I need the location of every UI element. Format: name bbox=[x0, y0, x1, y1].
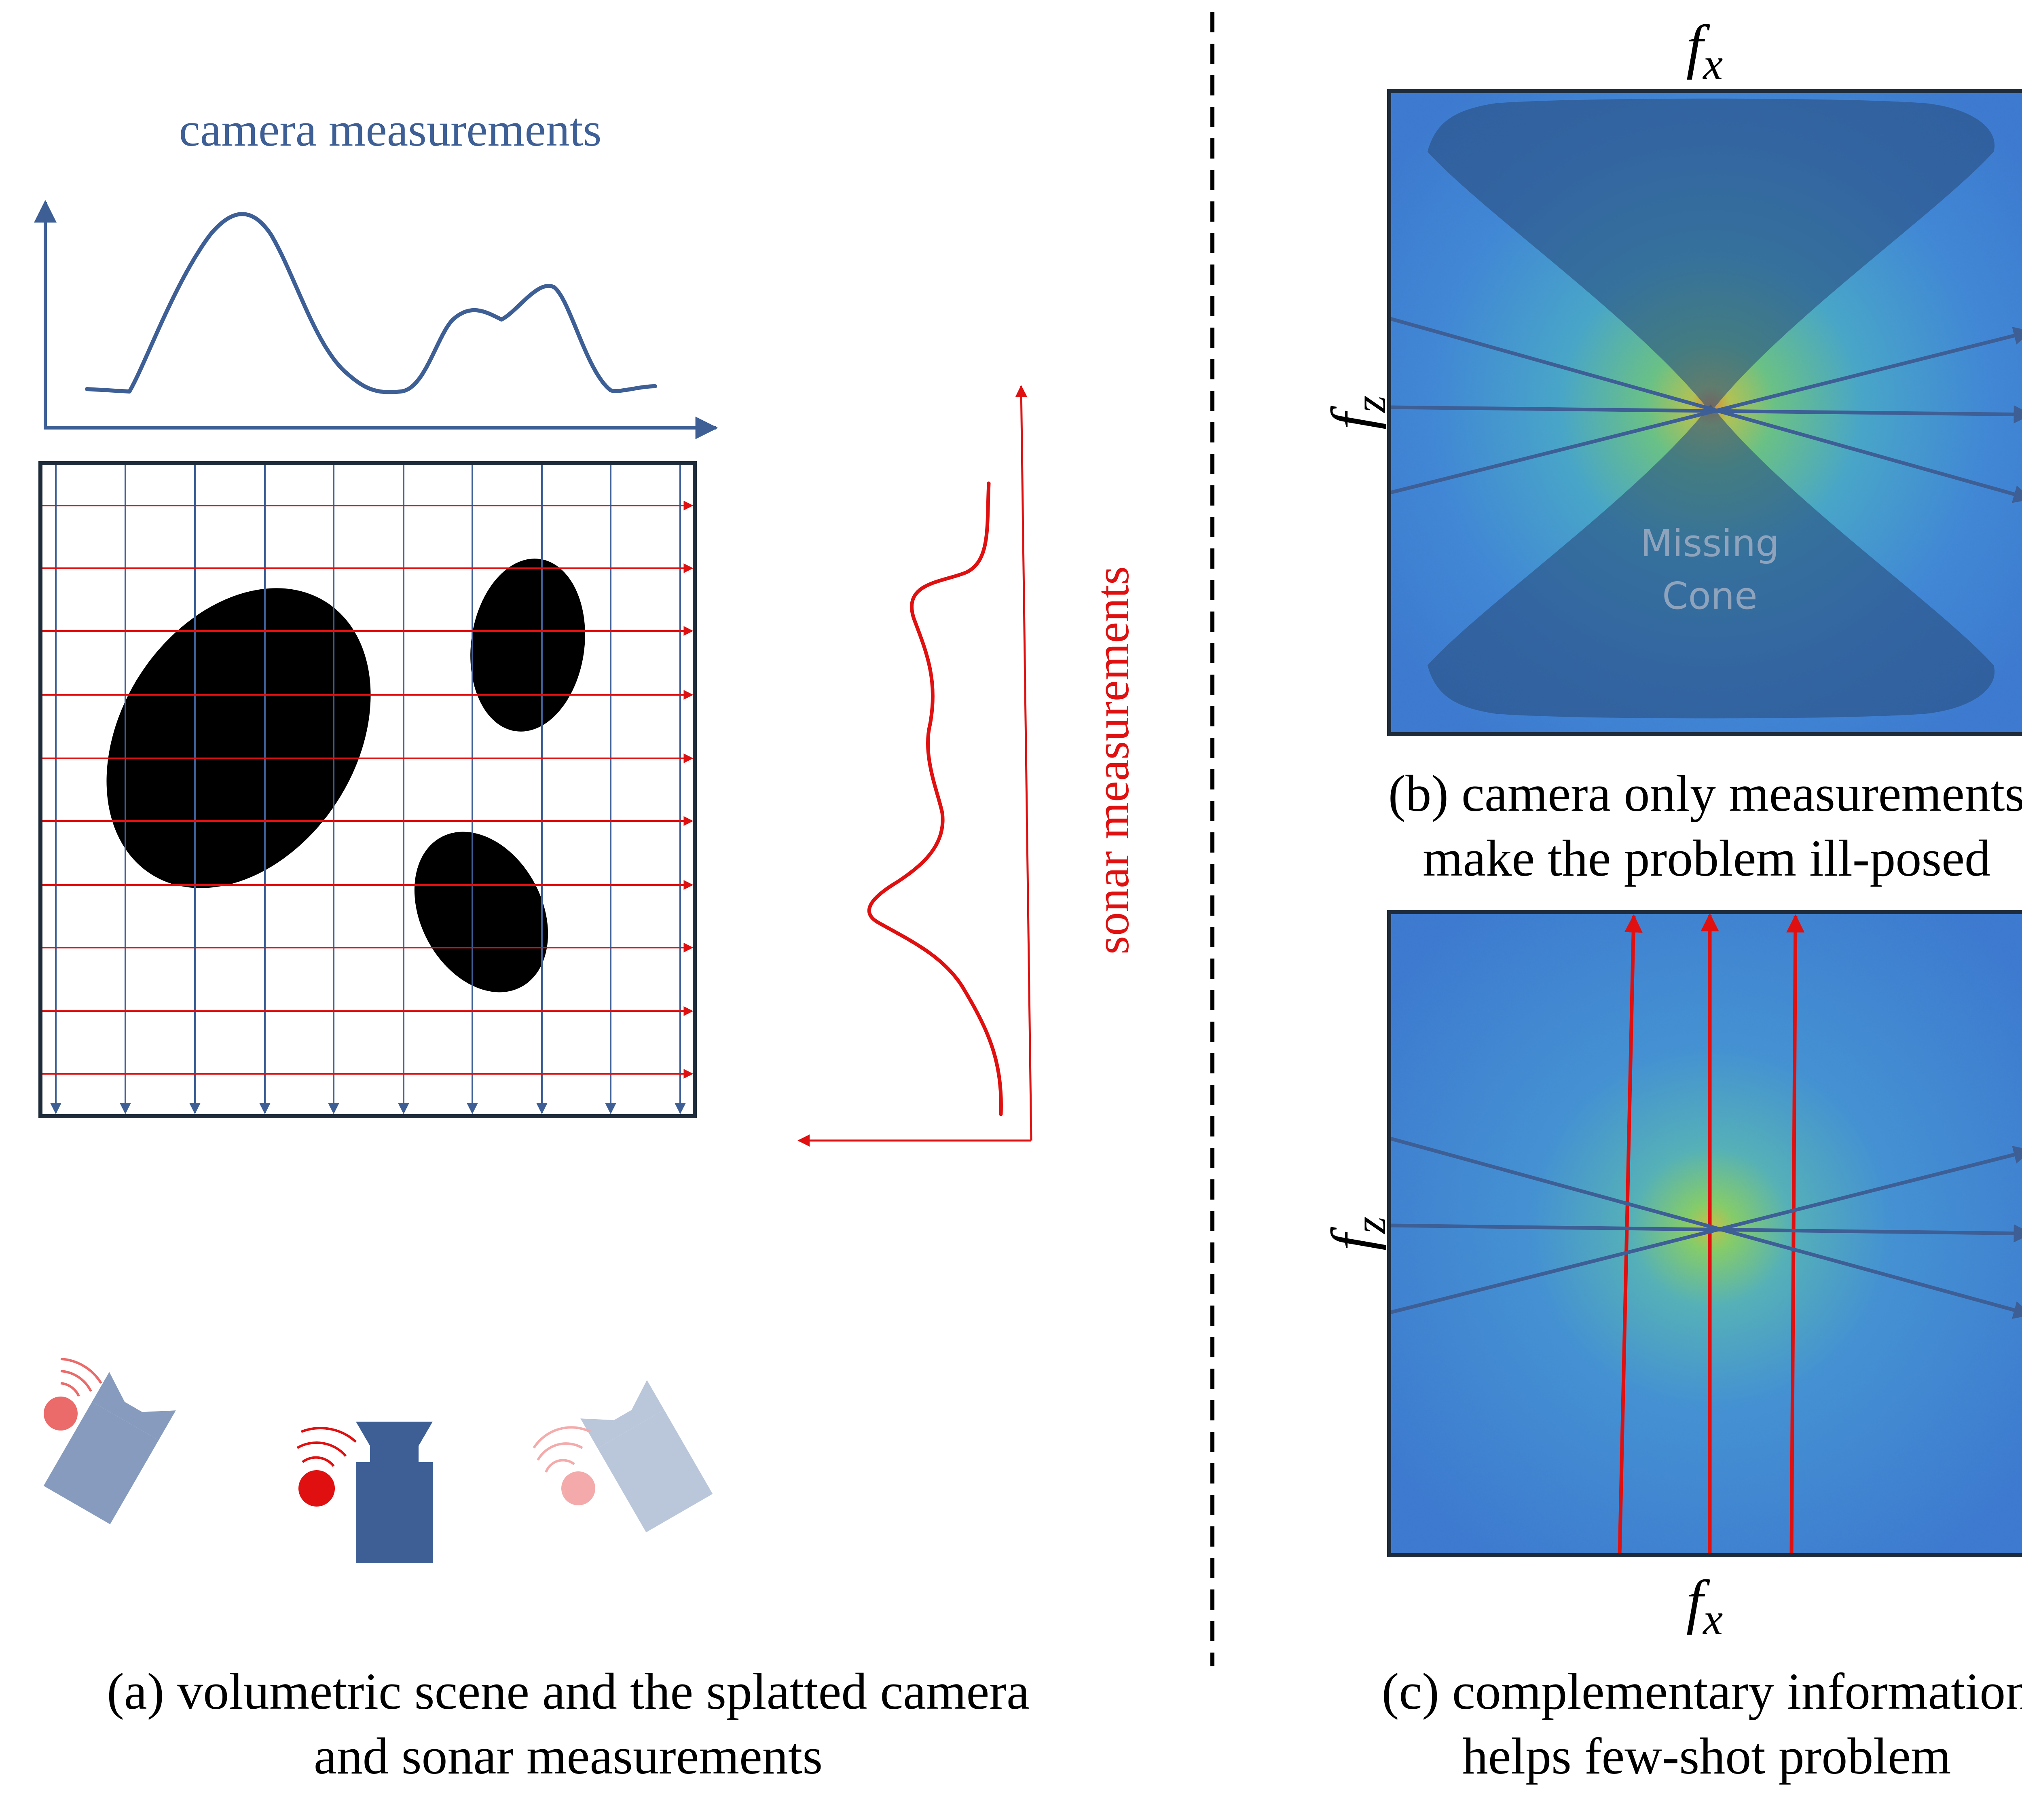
freq-line-diag-up bbox=[1390, 1146, 2022, 1314]
spectrum-frame bbox=[1387, 89, 2022, 736]
sonar-plot-axis-vertical bbox=[1015, 385, 1032, 1141]
camera-body-icon bbox=[597, 1409, 713, 1532]
camera-frequency-lines-b bbox=[1390, 317, 2022, 503]
spectrum-frame bbox=[1387, 910, 2022, 1557]
blob-top-right bbox=[470, 559, 585, 732]
camera-measurements-label: camera measurements bbox=[179, 103, 601, 156]
panel-a-caption-line1: (a) volumetric scene and the splatted ca… bbox=[107, 1663, 1030, 1720]
panel-a-caption-line2: and sonar measurements bbox=[314, 1727, 823, 1785]
missing-cone-text-1: Missing bbox=[1640, 522, 1779, 565]
sonar-wave-icon bbox=[296, 1427, 357, 1467]
camera-measurement-curve bbox=[85, 212, 657, 394]
sonar-frequency-lines bbox=[1618, 913, 1805, 1555]
blob-large bbox=[106, 588, 371, 888]
freq-line-diag-down bbox=[1390, 1136, 2022, 1319]
panel-b-caption-line2: make the problem ill-posed bbox=[1423, 830, 1990, 887]
scene-grid bbox=[38, 461, 697, 1118]
panel-c-fx-label: fx bbox=[1686, 1568, 1723, 1644]
freq-line-diag-up bbox=[1390, 327, 2022, 495]
sonar-measurements-label: sonar measurements bbox=[1086, 566, 1139, 954]
panel-c-fz-label: fz bbox=[1319, 1217, 1395, 1251]
panel-a: camera measurements sonar measurements bbox=[34, 103, 1139, 1785]
sonar-freq-line-right bbox=[1786, 914, 1805, 1555]
missing-cone-shade bbox=[1428, 98, 1995, 413]
panel-c-caption-line1: (c) complementary information bbox=[1382, 1663, 2022, 1720]
freq-line-horizontal bbox=[1390, 1223, 2022, 1242]
sonar-rays bbox=[42, 501, 694, 1079]
device-right bbox=[533, 1380, 713, 1532]
panel-b: fx fz Missing Cone (b) camera only measu… bbox=[1319, 13, 2022, 887]
scene-blobs bbox=[106, 559, 585, 993]
panel-c-caption-line2: helps few-shot problem bbox=[1462, 1727, 1951, 1785]
device-left bbox=[43, 1358, 176, 1524]
camera-body-icon bbox=[356, 1462, 433, 1563]
spectrum-plot-c bbox=[1387, 910, 2022, 1557]
panel-b-fz-label: fz bbox=[1319, 396, 1395, 430]
sonar-wave-icon bbox=[60, 1358, 102, 1397]
device-center bbox=[296, 1422, 433, 1563]
camera-rays bbox=[50, 465, 686, 1114]
freq-line-diag-down bbox=[1390, 317, 2022, 503]
sonar-freq-line-left bbox=[1618, 914, 1643, 1555]
spectrum-plot-b: Missing Cone bbox=[1387, 89, 2022, 736]
blob-bottom bbox=[414, 832, 548, 993]
camera-lens-icon bbox=[580, 1380, 664, 1448]
missing-cone-shade bbox=[1428, 404, 1995, 719]
camera-lens-icon bbox=[92, 1372, 176, 1440]
missing-cone-text-2: Cone bbox=[1662, 574, 1757, 618]
sonar-emitter-icon bbox=[561, 1471, 595, 1505]
camera-lens-icon bbox=[356, 1422, 433, 1462]
sonar-measurement-curve bbox=[867, 481, 1003, 1116]
panel-b-fx-label: fx bbox=[1686, 13, 1723, 89]
sonar-wave-icon bbox=[533, 1426, 591, 1473]
panel-b-caption-line1: (b) camera only measurements bbox=[1388, 765, 2022, 822]
sonar-emitter-icon bbox=[44, 1397, 78, 1431]
sonar-emitter-icon bbox=[298, 1470, 335, 1507]
camera-body-icon bbox=[43, 1401, 159, 1524]
panel-c: fz fx (c) complementary information help… bbox=[1319, 910, 2022, 1785]
